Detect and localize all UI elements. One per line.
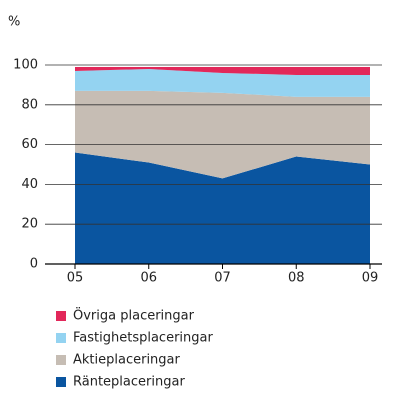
area — [75, 68, 370, 97]
legend-label: Fastighetsplaceringar — [73, 331, 213, 346]
area — [75, 90, 370, 179]
y-tick-label: 100 — [13, 58, 38, 73]
y-tick-label: 0 — [30, 257, 38, 272]
legend-swatch — [56, 377, 66, 387]
y-tick-label: 40 — [21, 177, 38, 192]
legend-swatch — [56, 333, 66, 343]
x-tick-label: 08 — [288, 271, 305, 286]
y-tick-label: 20 — [21, 217, 38, 232]
area — [75, 66, 370, 75]
legend-label: Övriga placeringar — [73, 307, 195, 324]
x-tick-label: 06 — [140, 271, 157, 286]
area — [75, 152, 370, 264]
x-tick-label: 05 — [67, 271, 84, 286]
y-axis-label: % — [8, 15, 20, 30]
legend-label: Ränteplaceringar — [73, 375, 185, 390]
legend-label: Aktieplaceringar — [73, 353, 181, 368]
x-tick-label: 09 — [362, 271, 379, 286]
y-tick-label: 80 — [21, 97, 38, 112]
legend-swatch — [56, 311, 66, 321]
legend-swatch — [56, 355, 66, 365]
y-tick-label: 60 — [21, 137, 38, 152]
x-tick-label: 07 — [214, 271, 231, 286]
